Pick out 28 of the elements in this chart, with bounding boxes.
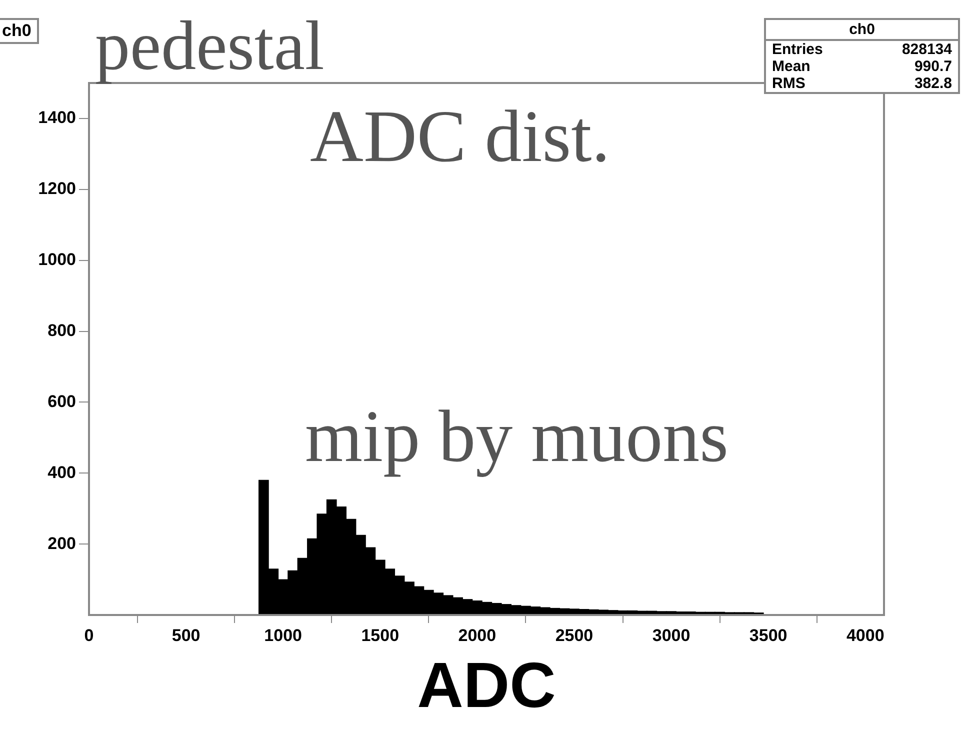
text: 990.7 [914,58,952,75]
y-tick-label: 800 [48,320,76,340]
text: 382.8 [914,75,952,92]
chart-title: ch0 [0,18,40,44]
text: ch0 [766,20,958,41]
y-tick-label: 1400 [38,108,76,128]
x-tick-label: 3000 [652,626,690,645]
annotation: ADC dist. [310,96,610,178]
y-tick-label: 1200 [38,179,76,198]
y-tick-label: 600 [48,392,76,411]
x-tick-label: 2500 [555,626,594,645]
x-tick-label: 3500 [749,626,788,645]
text: 828134 [902,41,952,58]
y-tick-label: 1000 [38,250,76,270]
y-tick-label: 400 [48,462,76,482]
x-axis-title: ADC [417,649,556,722]
x-tick-label: 2000 [458,626,496,645]
annotation: mip by muons [305,396,728,478]
y-tick-label: 200 [48,534,76,553]
annotation: RMS [772,75,806,92]
x-tick-label: 0 [84,626,94,645]
text: Entries [772,41,823,58]
text: Mean [772,58,810,75]
x-tick-label: 1000 [264,626,302,645]
annotation: pedestal [95,8,324,85]
x-tick-label: 500 [172,626,200,645]
x-tick-label: 1500 [361,626,400,645]
x-tick-label: 4000 [846,626,884,645]
